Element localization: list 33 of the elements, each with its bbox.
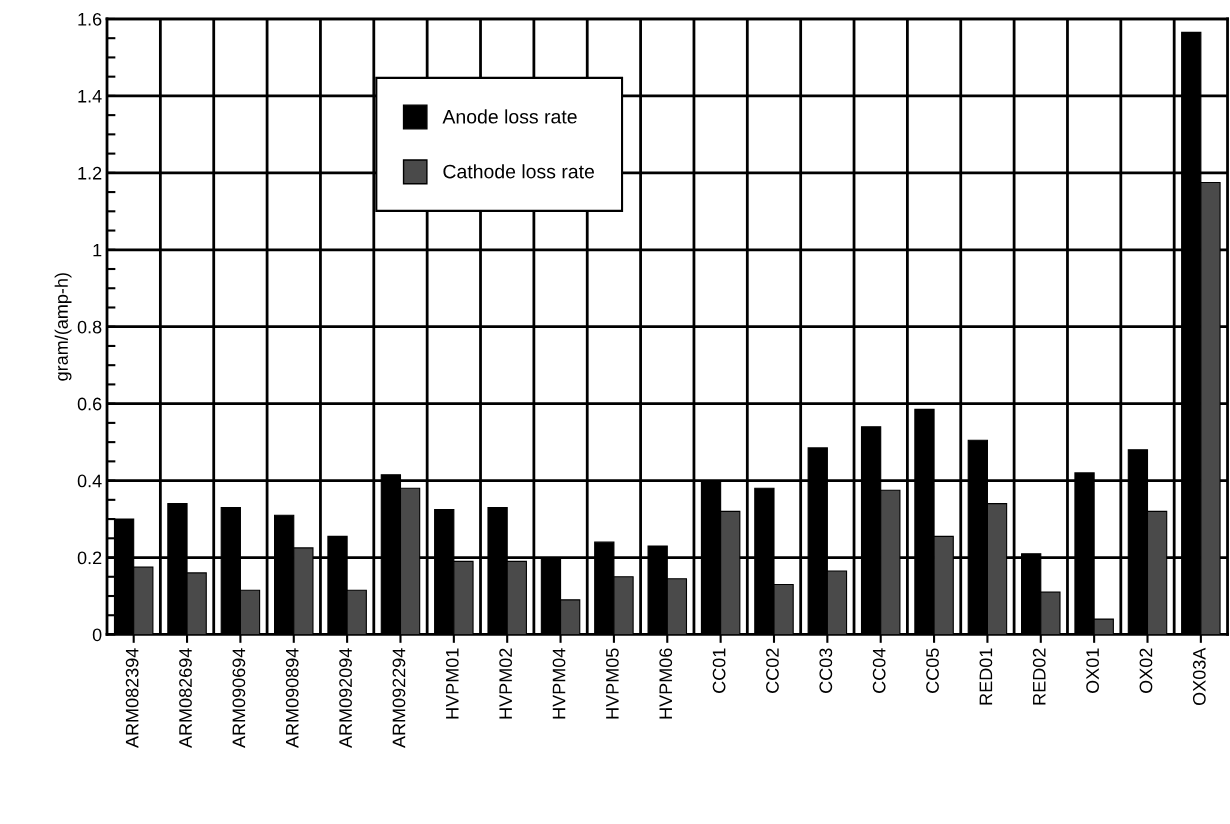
x-tick-label: CC01 xyxy=(712,648,726,693)
y-tick-label: 1.4 xyxy=(78,90,102,103)
x-tick-label: OX01 xyxy=(1086,648,1099,693)
x-tick-label: RED02 xyxy=(1032,648,1046,705)
y-tick-label: 0.4 xyxy=(77,474,102,488)
y-axis-title: gram/(amp-h) xyxy=(54,273,72,381)
x-tick-label: CC04 xyxy=(872,648,886,693)
x-tick-label: HVPM06 xyxy=(659,648,673,719)
x-tick-label: HVPM05 xyxy=(605,648,619,719)
y-tick-label: 1 xyxy=(93,243,102,257)
y-tick-label: 0.2 xyxy=(77,551,102,565)
x-tick-label: ARM090894 xyxy=(285,648,299,748)
x-tick-label: CC03 xyxy=(819,648,833,693)
x-tick-label: ARM082394 xyxy=(125,648,139,748)
x-tick-label: HVPM01 xyxy=(445,648,459,719)
y-tick-label: 1.2 xyxy=(78,166,102,180)
x-tick-label: ARM092294 xyxy=(392,648,406,748)
x-tick-label: OX03A xyxy=(1192,647,1206,706)
x-tick-label: ARM090694 xyxy=(232,648,246,748)
y-tick-label: 0.8 xyxy=(77,320,102,334)
x-tick-label: ARM092094 xyxy=(339,648,352,748)
x-tick-label: CC02 xyxy=(766,648,779,693)
x-tick-label: HVPM04 xyxy=(552,648,566,719)
y-tick-label: 0.6 xyxy=(77,397,102,411)
x-tick-label: CC05 xyxy=(926,648,939,693)
x-tick-label: HVPM02 xyxy=(499,648,513,719)
y-tick-label: 1.6 xyxy=(78,12,102,26)
y-tick-label: 0 xyxy=(92,628,102,642)
x-tick-label: RED01 xyxy=(979,648,993,705)
legend-label: Anode loss rate xyxy=(442,109,577,124)
x-tick-label: OX02 xyxy=(1139,648,1153,693)
x-tick-label: ARM082694 xyxy=(179,648,192,748)
legend-label: Cathode loss rate xyxy=(443,164,594,179)
